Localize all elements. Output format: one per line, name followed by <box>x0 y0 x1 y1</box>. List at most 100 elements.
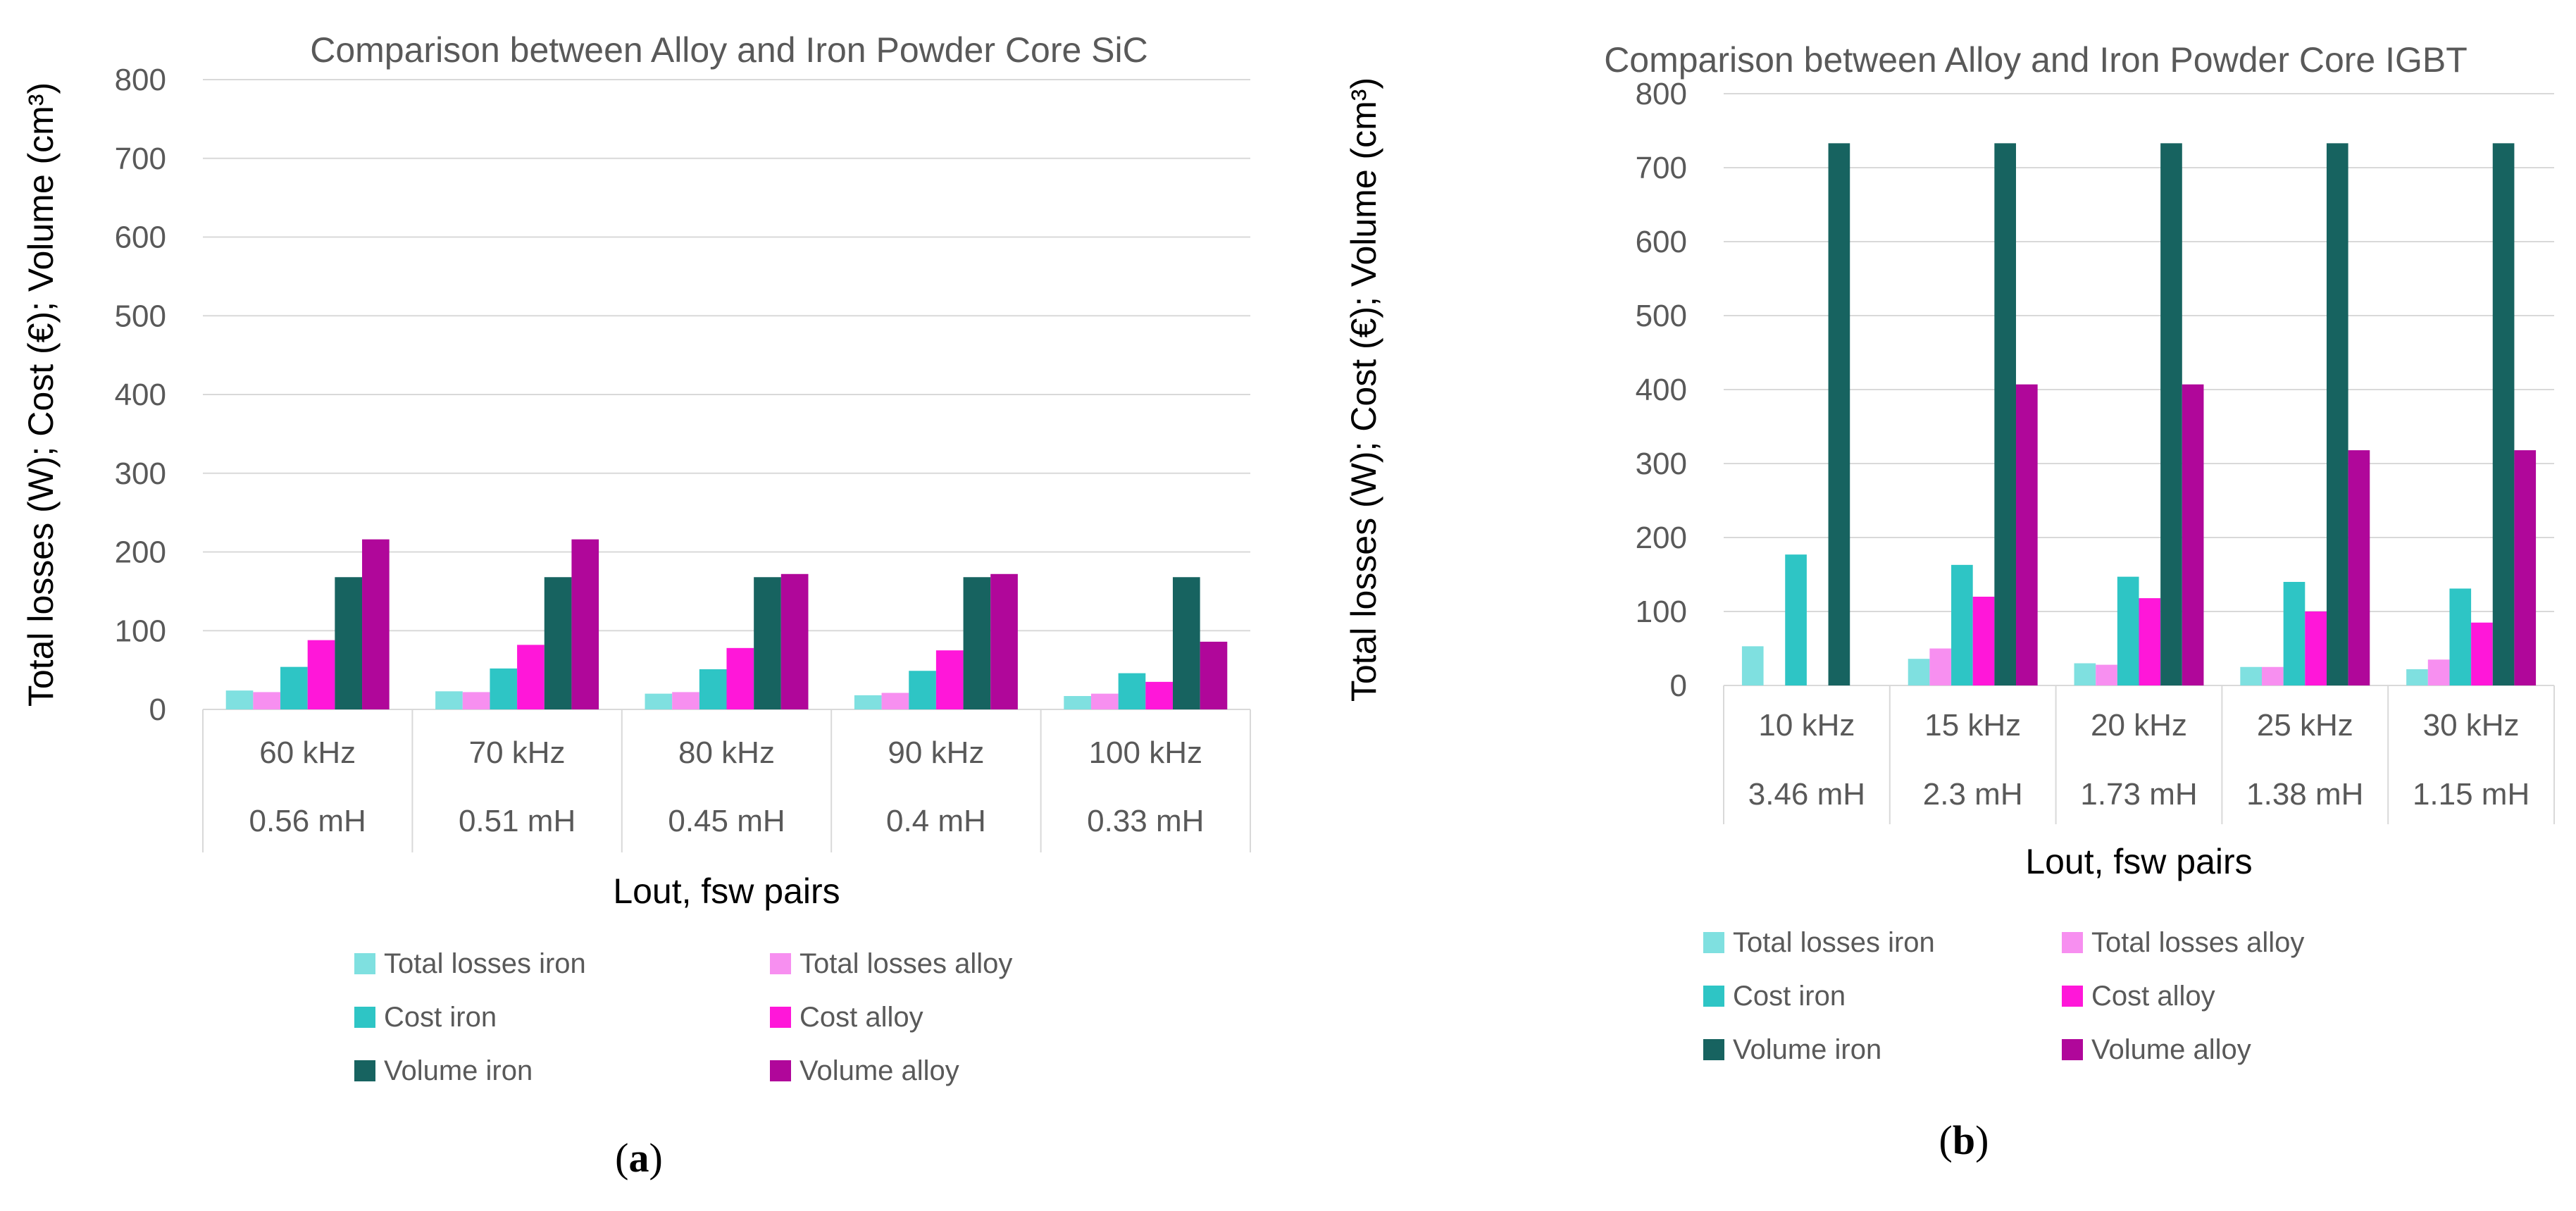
bar <box>1994 143 2017 686</box>
bar <box>1172 577 1200 709</box>
category-inductance-label: 0.4 mH <box>886 804 986 838</box>
bar <box>544 577 572 709</box>
category-frequency-label: 100 kHz <box>1089 735 1202 770</box>
bar <box>1200 641 1228 709</box>
category-inductance-label: 0.45 mH <box>668 804 785 838</box>
bar <box>2449 588 2472 685</box>
bar <box>881 693 909 709</box>
legend-swatch <box>1703 932 1724 953</box>
legend-swatch <box>770 953 791 974</box>
legend-item: Volume iron <box>354 1055 533 1086</box>
bar <box>307 640 335 709</box>
y-tick-label: 300 <box>115 457 166 491</box>
bar <box>2305 611 2327 685</box>
category-frequency-label: 70 kHz <box>469 735 566 770</box>
legend-item: Cost iron <box>1703 981 1846 1012</box>
legend-item: Total losses alloy <box>2062 927 2304 958</box>
bar <box>2283 582 2306 685</box>
bar <box>2406 669 2428 685</box>
y-tick-label: 200 <box>115 535 166 570</box>
chart-panel-b: Comparison between Alloy and Iron Powder… <box>1344 40 2555 1163</box>
legend-label: Volume iron <box>384 1055 533 1086</box>
y-tick-label: 700 <box>1636 151 1687 185</box>
bar <box>462 692 490 709</box>
bar <box>645 693 673 709</box>
y-tick-label: 400 <box>1636 373 1687 407</box>
legend-label: Total losses iron <box>1733 927 1935 958</box>
y-tick-label: 0 <box>149 693 166 727</box>
panel-label: (b) <box>1939 1117 1989 1163</box>
category-inductance-label: 0.51 mH <box>459 804 575 838</box>
bar <box>1828 143 1850 686</box>
legend-item: Volume alloy <box>770 1055 959 1086</box>
bar <box>2427 659 2450 685</box>
legend-label: Total losses alloy <box>799 948 1012 979</box>
legend-item: Cost iron <box>354 1002 497 1033</box>
chart-title: Comparison between Alloy and Iron Powder… <box>1604 40 2468 80</box>
panel-label: (a) <box>615 1135 663 1181</box>
category-frequency-label: 20 kHz <box>2091 708 2187 743</box>
chart-title: Comparison between Alloy and Iron Powder… <box>310 30 1148 70</box>
legend-swatch <box>354 1007 375 1028</box>
legend-swatch <box>1703 986 1724 1007</box>
y-tick-label: 800 <box>115 63 166 97</box>
legend-label: Volume alloy <box>799 1055 959 1086</box>
category-inductance-label: 0.33 mH <box>1087 804 1204 838</box>
bar <box>490 668 518 709</box>
legend-label: Cost iron <box>1733 981 1846 1012</box>
bar <box>1118 673 1146 709</box>
category-frequency-label: 30 kHz <box>2423 708 2520 743</box>
bar <box>2514 450 2537 685</box>
legend-label: Total losses iron <box>384 948 586 979</box>
legend-label: Cost alloy <box>799 1002 923 1033</box>
bar <box>935 650 964 709</box>
bar <box>780 573 809 709</box>
bar <box>571 539 599 709</box>
category-inductance-label: 3.46 mH <box>1748 777 1865 812</box>
legend-label: Total losses alloy <box>2091 927 2304 958</box>
legend-item: Total losses iron <box>1703 927 1935 958</box>
legend-item: Cost alloy <box>2062 981 2215 1012</box>
y-tick-label: 200 <box>1636 521 1687 555</box>
category-frequency-label: 15 kHz <box>1924 708 2021 743</box>
category-inductance-label: 1.38 mH <box>2246 777 2363 812</box>
category-frequency-label: 25 kHz <box>2257 708 2353 743</box>
category-frequency-label: 60 kHz <box>259 735 356 770</box>
legend-item: Total losses alloy <box>770 948 1012 979</box>
bar <box>754 577 781 709</box>
bar <box>1929 648 1952 685</box>
bar <box>2160 143 2182 686</box>
bar <box>2240 666 2262 685</box>
legend-label: Cost iron <box>384 1002 497 1033</box>
bar <box>726 647 754 709</box>
bar <box>335 577 363 709</box>
bar <box>2117 576 2139 685</box>
bar <box>1741 646 1764 685</box>
legend-item: Volume iron <box>1703 1034 1881 1065</box>
bar <box>362 539 390 709</box>
x-axis-title: Lout, fsw pairs <box>613 871 840 911</box>
legend-item: Cost alloy <box>770 1002 923 1033</box>
legend-label: Volume iron <box>1733 1034 1881 1065</box>
bar <box>1908 659 1930 685</box>
bar <box>2016 384 2038 685</box>
bar <box>1090 693 1119 709</box>
bar <box>2261 666 2284 685</box>
y-tick-label: 800 <box>1636 77 1687 111</box>
bar <box>2074 663 2096 685</box>
bar <box>435 691 463 709</box>
legend-swatch <box>2062 986 2083 1007</box>
legend-label: Volume alloy <box>2091 1034 2251 1065</box>
bar <box>963 577 991 709</box>
bar <box>2096 664 2117 685</box>
bar <box>2182 384 2204 685</box>
bar <box>1145 681 1173 709</box>
bar <box>854 695 882 709</box>
y-tick-label: 500 <box>1636 299 1687 333</box>
y-tick-label: 300 <box>1636 447 1687 481</box>
category-frequency-label: 90 kHz <box>888 735 984 770</box>
legend-swatch <box>770 1060 791 1081</box>
bar <box>2492 143 2515 686</box>
category-frequency-label: 80 kHz <box>678 735 775 770</box>
legend-swatch <box>354 953 375 974</box>
